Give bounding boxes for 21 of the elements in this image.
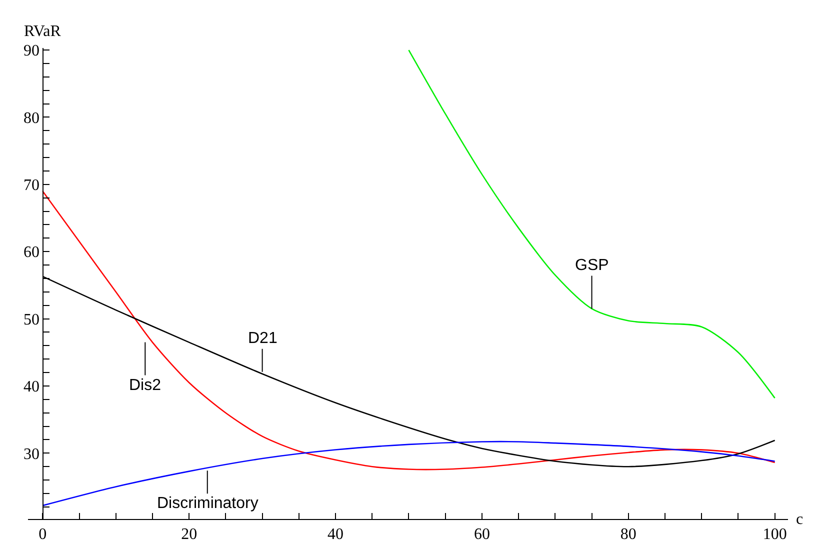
y-tick-label: 70 <box>23 177 40 194</box>
line-series <box>408 49 776 399</box>
line-series <box>42 190 776 470</box>
y-tick-label: 40 <box>23 378 40 396</box>
x-tick-label: 100 <box>762 526 787 544</box>
y-tick-label: 60 <box>23 244 40 262</box>
x-tick-label: 80 <box>620 526 636 544</box>
x-axis-title: c <box>796 511 804 528</box>
y-tick-label: 90 <box>23 42 40 60</box>
annotation: Discriminatory <box>157 495 258 512</box>
y-tick-label: 50 <box>23 311 40 328</box>
x-tick-label: 60 <box>474 526 490 544</box>
x-tick-label: 20 <box>181 526 198 544</box>
annotation: GSP <box>575 257 609 274</box>
y-tick-label: 30 <box>23 446 40 463</box>
y-tick-label: 80 <box>23 110 40 127</box>
annotation: Dis2 <box>129 377 162 394</box>
x-tick-label: 40 <box>328 526 344 544</box>
annotation: D21 <box>248 330 278 347</box>
y-axis-title: RVaR <box>24 23 62 40</box>
x-tick-label: 0 <box>38 526 47 544</box>
